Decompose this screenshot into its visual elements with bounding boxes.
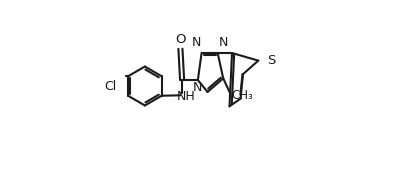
Text: NH: NH [177,90,196,103]
Text: Cl: Cl [105,79,117,93]
Text: CH₃: CH₃ [232,89,253,102]
Text: N: N [193,81,202,94]
Text: O: O [175,33,185,46]
Text: S: S [267,54,275,67]
Text: N: N [219,36,228,49]
Text: N: N [191,36,201,49]
